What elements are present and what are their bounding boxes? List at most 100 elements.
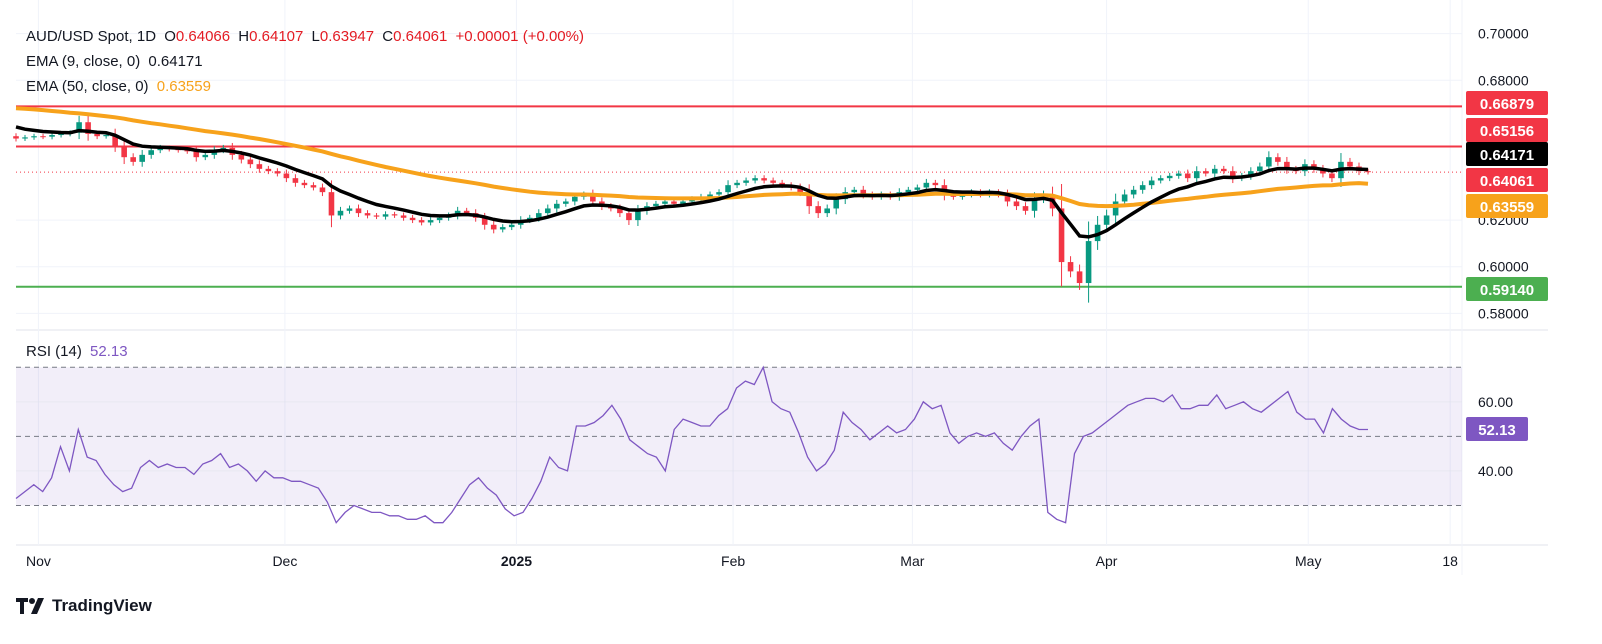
time-tick-label: Mar bbox=[900, 553, 924, 569]
candle-body bbox=[1103, 215, 1110, 225]
rsi-label: RSI (14) bbox=[26, 343, 82, 360]
time-tick-label: 18 bbox=[1442, 553, 1458, 569]
ema50-legend: EMA (50, close, 0) 0.63559 bbox=[26, 78, 215, 95]
low-value: 0.63947 bbox=[319, 28, 375, 45]
candle-body bbox=[932, 182, 939, 186]
candle-body bbox=[653, 203, 659, 207]
candle-body bbox=[202, 154, 209, 158]
candle-body bbox=[256, 164, 263, 169]
candle-body bbox=[716, 192, 722, 195]
candle-body bbox=[572, 196, 578, 202]
ema9-line bbox=[15, 125, 1369, 239]
candle-body bbox=[1121, 194, 1128, 202]
candle-body bbox=[130, 157, 136, 162]
candle-body bbox=[797, 187, 803, 193]
candle-body bbox=[157, 147, 164, 151]
tradingview-logo-text: TradingView bbox=[52, 596, 152, 615]
candle-body bbox=[301, 182, 308, 186]
candle-body bbox=[1166, 175, 1173, 179]
candle-body bbox=[31, 136, 37, 138]
candle-body bbox=[1248, 171, 1254, 176]
candle-body bbox=[49, 135, 55, 137]
candle-body bbox=[310, 185, 317, 188]
candle-body bbox=[1220, 168, 1227, 172]
close-value: 0.64061 bbox=[393, 28, 448, 45]
candle-body bbox=[680, 201, 686, 204]
candle-body bbox=[544, 208, 551, 214]
candle-body bbox=[121, 145, 127, 158]
rsi-tick-label: 60.00 bbox=[1478, 394, 1513, 410]
candlestick-series bbox=[13, 115, 1371, 303]
candle-body bbox=[382, 214, 389, 217]
candle-body bbox=[40, 136, 46, 138]
price-axis-badge bbox=[1466, 277, 1548, 301]
candle-body bbox=[1230, 171, 1236, 179]
candle-body bbox=[1257, 166, 1263, 172]
candle-body bbox=[1112, 201, 1119, 216]
close-label: C bbox=[382, 28, 394, 45]
candle-body bbox=[590, 194, 596, 202]
candle-body bbox=[58, 133, 64, 136]
candle-body bbox=[1284, 161, 1290, 169]
price-axis-badge bbox=[1466, 142, 1548, 166]
rsi-value: 52.13 bbox=[90, 343, 128, 360]
change-value: +0.00001 (+0.00%) bbox=[455, 28, 584, 45]
tradingview-logo: TradingView bbox=[16, 596, 152, 616]
candle-body bbox=[806, 192, 812, 207]
price-tick-label: 0.70000 bbox=[1478, 26, 1529, 42]
candle-body bbox=[184, 150, 191, 152]
time-tick-label: May bbox=[1295, 553, 1321, 569]
candle-body bbox=[635, 210, 641, 221]
ema9-label: EMA (9, close, 0) bbox=[26, 53, 141, 70]
candle-body bbox=[1157, 178, 1164, 181]
candle-body bbox=[914, 187, 921, 190]
time-tick-label: Nov bbox=[26, 553, 51, 569]
candle-body bbox=[535, 213, 542, 218]
candle-body bbox=[707, 194, 713, 197]
grid-lines bbox=[16, 0, 1548, 575]
candle-body bbox=[1266, 157, 1272, 167]
time-tick-label: Apr bbox=[1096, 553, 1118, 569]
candle-body bbox=[860, 189, 867, 195]
candle-body bbox=[770, 180, 776, 183]
candle-body bbox=[563, 201, 569, 204]
candle-body bbox=[103, 135, 109, 137]
candle-body bbox=[85, 122, 91, 134]
price-axis-badge-label: 0.64061 bbox=[1480, 173, 1534, 190]
candle-body bbox=[490, 224, 497, 230]
candle-body bbox=[1347, 161, 1353, 167]
price-axis-badge-label: 0.59140 bbox=[1480, 282, 1534, 299]
candle-body bbox=[1085, 241, 1092, 284]
ohlc-legend: AUD/USD Spot, 1D O0.64066 H0.64107 L0.63… bbox=[26, 28, 588, 45]
candle-body bbox=[13, 136, 19, 139]
candle-body bbox=[779, 182, 785, 186]
candle-body bbox=[247, 159, 254, 165]
rsi-axis-badge-label: 52.13 bbox=[1478, 422, 1516, 439]
rsi-tick-label: 40.00 bbox=[1478, 463, 1513, 479]
candle-body bbox=[1031, 199, 1038, 211]
candle-body bbox=[662, 201, 668, 204]
candle-body bbox=[824, 208, 830, 214]
rsi-line bbox=[15, 365, 1368, 524]
candle-body bbox=[94, 133, 100, 137]
candle-body bbox=[617, 208, 623, 214]
candle-body bbox=[1184, 173, 1191, 179]
price-axis-badge bbox=[1466, 194, 1548, 218]
candle-body bbox=[364, 213, 371, 216]
time-tick-label: Dec bbox=[272, 553, 297, 569]
candle-body bbox=[292, 178, 299, 183]
candle-body bbox=[1148, 180, 1155, 186]
candle-body bbox=[283, 173, 290, 179]
candle-body bbox=[851, 189, 858, 193]
candle-body bbox=[76, 122, 82, 133]
open-value: 0.64066 bbox=[175, 28, 231, 45]
candle-body bbox=[1329, 173, 1335, 179]
candle-body bbox=[1211, 168, 1218, 174]
candle-body bbox=[1022, 206, 1029, 211]
candle-body bbox=[1202, 171, 1209, 174]
price-tick-label: 0.58000 bbox=[1478, 305, 1529, 321]
tradingview-logo-icon bbox=[16, 598, 44, 614]
candle-body bbox=[355, 208, 362, 214]
horizontal-levels bbox=[16, 105, 1462, 288]
